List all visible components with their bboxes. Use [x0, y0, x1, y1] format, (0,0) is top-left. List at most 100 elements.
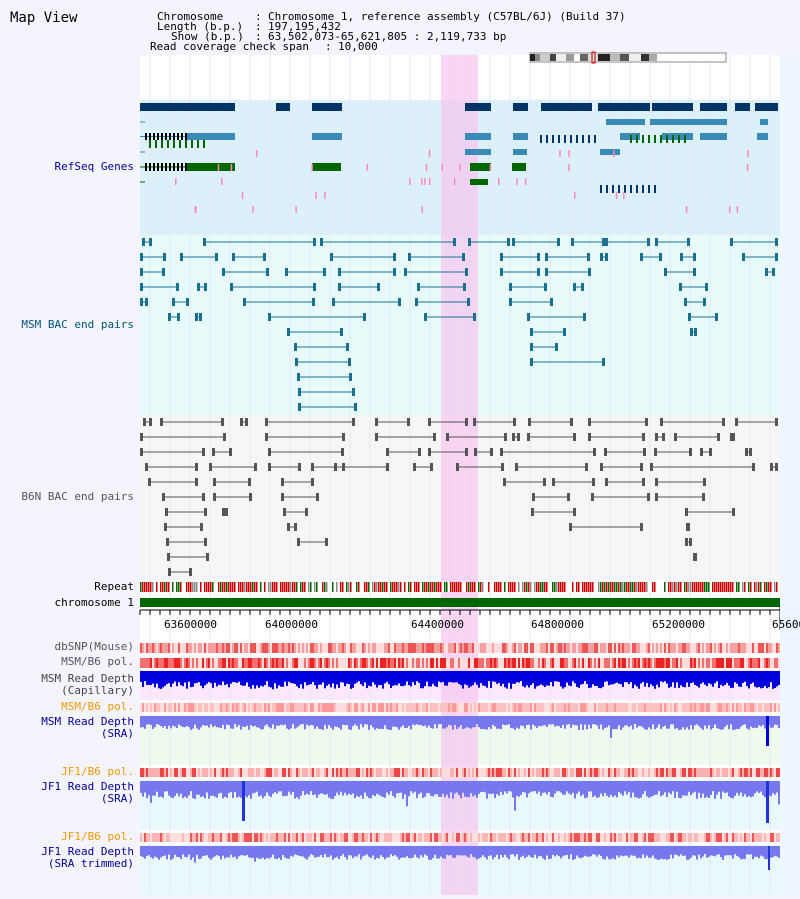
msm-b6-pol-heat-2 [170, 703, 172, 712]
msm-b6-pol-heat-2 [776, 703, 778, 712]
jf1-depth-sra-bar [582, 781, 584, 795]
jf1-depth-sra-bar [474, 781, 476, 796]
jf1-b6-pol-heat [168, 768, 170, 777]
msm-b6-pol-heat [778, 658, 780, 668]
track-label-jf1-depth-trim-1[interactable]: JF1 Read Depth [41, 845, 134, 858]
jf1-b6-pol-heat [350, 768, 352, 777]
b6n-bac-pair-end [375, 433, 378, 441]
msm-b6-pol-heat-2 [250, 703, 252, 712]
jf1-depth-sra-bar [172, 781, 174, 799]
repeat-mark [254, 582, 256, 592]
dbsnp-heat [202, 643, 204, 653]
msm-bac-pair-end [687, 238, 690, 246]
msm-bac-pair-end [507, 238, 510, 246]
jf1-b6-pol-heat [532, 768, 534, 777]
track-label-repeat[interactable]: Repeat [94, 580, 134, 593]
b6n-bac-pair-end [213, 478, 216, 486]
msm-bac-pair-end [393, 268, 396, 276]
b6n-bac-pair-end [709, 448, 712, 456]
msm-depth-sra-bar [474, 716, 476, 728]
msm-depth-cap-bar [670, 671, 672, 687]
track-label-msm-depth-sra-1[interactable]: MSM Read Depth [41, 715, 134, 728]
jf1-b6-pol-heat [700, 768, 702, 777]
jf1-b6-pol-heat-2 [758, 833, 760, 842]
dbsnp-heat [484, 643, 486, 653]
jf1-b6-pol-heat [750, 768, 752, 777]
dbsnp-heat [540, 643, 542, 653]
jf1-depth-trim-bar [778, 846, 780, 858]
jf1-depth-trim-bar [160, 846, 162, 858]
msm-b6-pol-heat-2 [778, 703, 780, 712]
msm-depth-sra-bar [694, 716, 696, 726]
msm-b6-pol-heat [198, 658, 200, 668]
dbsnp-heat [754, 643, 756, 653]
jf1-depth-sra-bar [604, 781, 606, 793]
jf1-depth-trim-bar [362, 846, 364, 857]
msm-depth-sra-bar [328, 716, 330, 726]
jf1-b6-pol-heat-2 [288, 833, 290, 842]
gene-exon-small [149, 133, 151, 140]
jf1-b6-pol-heat [254, 768, 256, 777]
jf1-b6-pol-heat [432, 768, 434, 777]
track-label-b6n-bac[interactable]: B6N BAC end pairs [21, 490, 134, 503]
jf1-b6-pol-heat [724, 768, 726, 777]
jf1-depth-sra-bar [406, 781, 408, 807]
msm-depth-cap-bar [498, 671, 500, 684]
jf1-depth-trim-bar [630, 846, 632, 856]
dbsnp-heat [144, 643, 146, 653]
b6n-bac-pair-end [642, 478, 645, 486]
jf1-depth-trim-bar [316, 846, 318, 858]
repeat-mark [638, 582, 640, 592]
msm-depth-cap-bar [406, 671, 408, 682]
track-label-msm-b6-pol-1[interactable]: MSM/B6 pol. [61, 655, 134, 668]
msm-b6-pol-heat [146, 658, 148, 668]
track-label-msm-depth-cap-1[interactable]: MSM Read Depth [41, 672, 134, 685]
track-label-jf1-b6-pol-1[interactable]: JF1/B6 pol. [61, 765, 134, 778]
jf1-depth-trim-bar [662, 846, 664, 860]
track-label-jf1-depth-sra-1[interactable]: JF1 Read Depth [41, 780, 134, 793]
msm-b6-pol-heat [572, 658, 574, 668]
msm-b6-pol-heat [726, 658, 728, 668]
jf1-depth-sra-bar [422, 781, 424, 798]
dbsnp-heat [312, 643, 314, 653]
track-label-jf1-b6-pol-2[interactable]: JF1/B6 pol. [61, 830, 134, 843]
msm-depth-cap-bar [544, 671, 546, 687]
jf1-depth-sra-bar [286, 781, 288, 796]
jf1-b6-pol-heat [232, 768, 234, 777]
jf1-depth-sra-bar [314, 781, 316, 795]
jf1-depth-sra-bar [394, 781, 396, 798]
msm-bac-pair-end [197, 283, 200, 291]
jf1-depth-trim-bar [482, 846, 484, 856]
jf1-b6-pol-heat [490, 768, 492, 777]
dbsnp-heat [296, 643, 298, 653]
msm-b6-pol-heat [158, 658, 160, 668]
jf1-depth-trim-bar [270, 846, 272, 858]
b6n-bac-pair-end [160, 418, 163, 426]
track-label-msm-b6-pol-2[interactable]: MSM/B6 pol. [61, 700, 134, 713]
jf1-depth-sra-bar [496, 781, 498, 795]
msm-depth-sra-bar [142, 716, 144, 728]
jf1-b6-pol-heat [328, 768, 330, 777]
jf1-depth-trim-bar [474, 846, 476, 858]
msm-depth-cap-bar [434, 671, 436, 687]
track-label-dbsnp[interactable]: dbSNP(Mouse) [54, 640, 134, 653]
jf1-depth-sra-bar [292, 781, 294, 792]
msm-depth-cap-bar [594, 671, 596, 686]
b6n-bac-pair-end [592, 478, 595, 486]
jf1-depth-sra-bar [412, 781, 414, 794]
jf1-b6-pol-heat [284, 768, 286, 777]
jf1-depth-trim-bar [432, 846, 434, 859]
dbsnp-heat [196, 643, 198, 653]
msm-depth-sra-bar [656, 716, 658, 728]
track-label-msm-bac[interactable]: MSM BAC end pairs [21, 318, 134, 331]
jf1-b6-pol-heat [164, 768, 166, 777]
msm-b6-pol-heat [462, 658, 464, 668]
jf1-b6-pol-heat-2 [750, 833, 752, 842]
jf1-depth-sra-bar [670, 781, 672, 795]
track-label-refseq[interactable]: RefSeq Genes [54, 160, 134, 173]
jf1-b6-pol-heat [772, 768, 774, 777]
repeat-mark [366, 582, 368, 592]
jf1-depth-trim-bar [246, 846, 248, 855]
dbsnp-heat [682, 643, 684, 653]
